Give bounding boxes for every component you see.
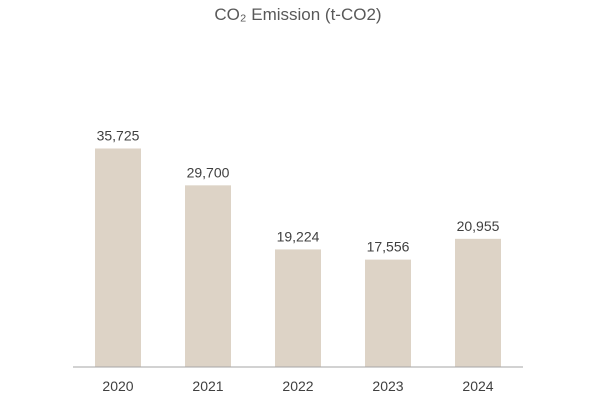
bar-2024 bbox=[455, 238, 501, 367]
x-tick-labels-layer: 2020 2021 2022 2023 2024 bbox=[102, 378, 493, 394]
chart-title: CO₂ Emission (t-CO2) bbox=[214, 5, 381, 24]
x-tick-label-2021: 2021 bbox=[192, 378, 223, 394]
x-tick-label-2020: 2020 bbox=[102, 378, 133, 394]
bar-2021 bbox=[185, 185, 231, 367]
data-labels-layer: 35,725 29,700 19,224 17,556 20,955 bbox=[97, 127, 500, 254]
bars-layer bbox=[95, 148, 501, 367]
data-label-2024: 20,955 bbox=[457, 218, 500, 234]
bar-2023 bbox=[365, 259, 411, 367]
data-label-2020: 35,725 bbox=[97, 127, 140, 143]
data-label-2021: 29,700 bbox=[187, 164, 230, 180]
bar-2022 bbox=[275, 249, 321, 367]
bar-2020 bbox=[95, 148, 141, 367]
x-tick-label-2024: 2024 bbox=[462, 378, 493, 394]
x-tick-label-2023: 2023 bbox=[372, 378, 403, 394]
x-tick-label-2022: 2022 bbox=[282, 378, 313, 394]
data-label-2023: 17,556 bbox=[367, 239, 410, 255]
data-label-2022: 19,224 bbox=[277, 228, 320, 244]
